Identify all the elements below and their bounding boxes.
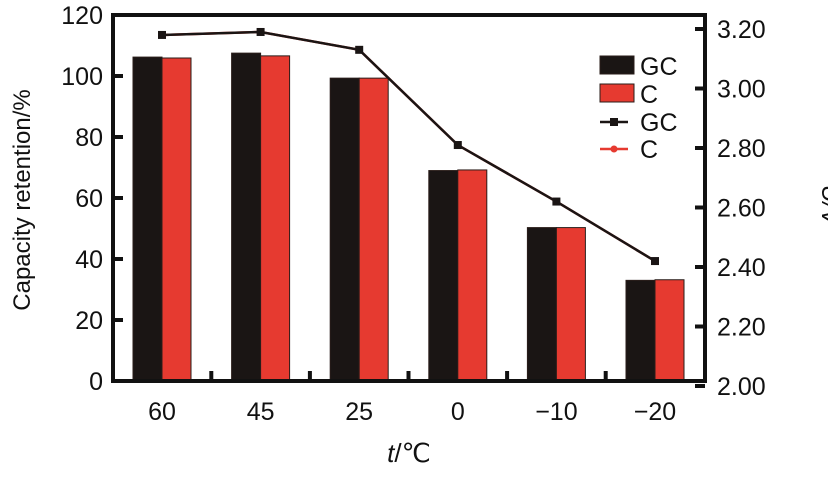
bar-c-5 xyxy=(654,279,685,382)
y2-axis-label: U/V xyxy=(816,185,828,227)
bar-gc-1 xyxy=(231,52,262,382)
legend-label: GC xyxy=(640,109,678,137)
bar-c-0 xyxy=(161,57,192,382)
x-tick-label: 45 xyxy=(247,398,275,426)
legend-swatch-bar-c xyxy=(599,83,635,103)
point-gc-4 xyxy=(552,197,561,206)
x-axis-label-var: t xyxy=(387,438,396,468)
bar-gc-4 xyxy=(526,227,557,382)
y-axis-label: Capacity retention/% xyxy=(9,89,36,310)
y-tick-label: 60 xyxy=(75,185,103,213)
legend-marker-circle xyxy=(610,145,618,153)
y-tick-label: 20 xyxy=(75,307,103,335)
bar-c-1 xyxy=(260,55,291,382)
y-tick-label: 100 xyxy=(61,63,103,91)
legend-label: C xyxy=(640,81,658,109)
bar-gc-2 xyxy=(329,77,360,382)
legend-label: GC xyxy=(640,53,678,81)
y-tick-label: 0 xyxy=(89,368,103,396)
bars xyxy=(132,52,685,382)
axes: 0 20 40 60 80 100 120 2.00 2.20 2.40 2.60 2.80 3.00 3… xyxy=(61,2,765,426)
x-tick-label: −20 xyxy=(634,398,676,426)
x-tick-label: 0 xyxy=(451,398,465,426)
y2-tick-label: 3.00 xyxy=(717,76,766,104)
lines xyxy=(158,27,659,266)
line-gc xyxy=(161,30,656,263)
legend-marker-square xyxy=(610,118,618,126)
bar-gc-0 xyxy=(132,56,163,382)
bar-c-2 xyxy=(358,77,389,382)
bar-gc-5 xyxy=(625,279,656,382)
bar-c-3 xyxy=(457,169,488,382)
y2-tick-label: 2.00 xyxy=(717,373,766,401)
y2-tick-label: 3.20 xyxy=(717,16,766,44)
x-tick-label: 25 xyxy=(345,398,373,426)
y2-tick-label: 2.80 xyxy=(717,135,766,163)
legend-swatch-bar-gc xyxy=(599,55,635,75)
point-gc-5 xyxy=(651,257,659,266)
y-tick-label: 40 xyxy=(75,246,103,274)
point-gc-3 xyxy=(453,141,462,150)
point-gc-1 xyxy=(256,27,265,36)
point-gc-2 xyxy=(355,45,364,54)
legend-label: C xyxy=(640,136,658,164)
x-axis-label: t/℃ xyxy=(387,438,431,468)
y-tick-label: 120 xyxy=(61,2,103,30)
x-tick-label: 60 xyxy=(148,398,176,426)
bar-gc-3 xyxy=(428,170,459,382)
y2-tick-label: 2.40 xyxy=(717,254,766,282)
y2-tick-label: 2.60 xyxy=(717,195,766,223)
y2-tick-label: 2.20 xyxy=(717,314,766,342)
x-axis-label-unit: /℃ xyxy=(394,438,430,468)
bar-c-4 xyxy=(555,227,586,382)
x-tick-label: −10 xyxy=(535,398,577,426)
point-gc-0 xyxy=(158,30,166,39)
y-tick-label: 80 xyxy=(75,124,103,152)
